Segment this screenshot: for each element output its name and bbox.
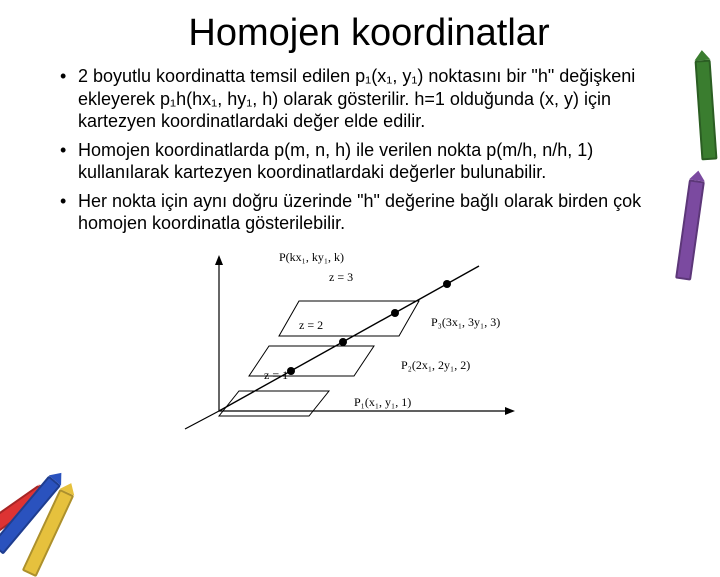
bullet-item: Homojen koordinatlarda p(m, n, h) ile ve…: [60, 139, 678, 184]
point-p1: [287, 367, 295, 375]
point-label: P₂(2x₁, 2y₁, 2): [401, 358, 470, 372]
z-label: z = 2: [299, 318, 323, 332]
point-label: P₃(3x₁, 3y₁, 3): [431, 315, 500, 329]
bullet-text: 2 boyutlu koordinatta temsil edilen p₁(x…: [78, 66, 635, 131]
bullet-text: Homojen koordinatlarda p(m, n, h) ile ve…: [78, 140, 593, 183]
z-label: z = 3: [329, 270, 353, 284]
slide: Homojen koordinatlar 2 boyutlu koordinat…: [0, 0, 720, 540]
projective-ray: [219, 266, 479, 411]
point-p3: [391, 309, 399, 317]
plane-z1: [219, 391, 329, 416]
x-axis-arrow: [505, 407, 515, 415]
z-label: z = 1: [264, 368, 288, 382]
homogeneous-coords-diagram: z = 3 z = 2 z = 1 P(kx₁, ky₁, k) P₃(3x₁,…: [179, 241, 559, 431]
point-label: P(kx₁, ky₁, k): [279, 250, 344, 264]
y-axis-arrow: [215, 255, 223, 265]
slide-title: Homojen koordinatlar: [60, 12, 678, 55]
diagram-container: z = 3 z = 2 z = 1 P(kx₁, ky₁, k) P₃(3x₁,…: [60, 241, 678, 431]
bullet-list: 2 boyutlu koordinatta temsil edilen p₁(x…: [60, 65, 678, 235]
bullet-item: Her nokta için aynı doğru üzerinde "h" d…: [60, 190, 678, 235]
point-pk: [443, 280, 451, 288]
point-label: P₁(x₁, y₁, 1): [354, 395, 411, 409]
bullet-item: 2 boyutlu koordinatta temsil edilen p₁(x…: [60, 65, 678, 133]
point-p2: [339, 338, 347, 346]
x-axis-oblique: [185, 411, 219, 429]
bullet-text: Her nokta için aynı doğru üzerinde "h" d…: [78, 191, 641, 234]
